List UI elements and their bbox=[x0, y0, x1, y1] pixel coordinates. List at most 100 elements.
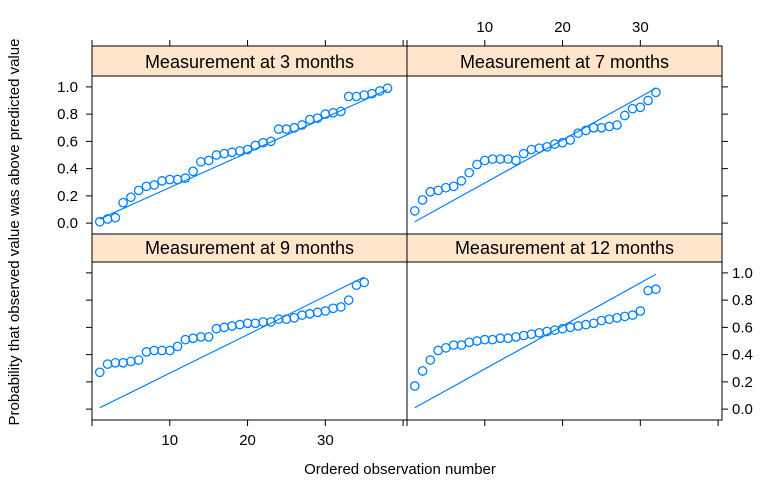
y-tick-label: 0.6 bbox=[732, 319, 753, 336]
x-tick-label: 30 bbox=[317, 432, 334, 449]
data-point bbox=[234, 319, 245, 330]
data-point bbox=[312, 113, 323, 124]
data-point bbox=[511, 155, 521, 166]
panel-title: Measurement at 12 months bbox=[455, 238, 674, 258]
data-point bbox=[188, 166, 198, 177]
reference-line bbox=[99, 276, 365, 409]
data-point bbox=[196, 156, 206, 167]
data-point bbox=[619, 110, 630, 121]
data-point bbox=[297, 120, 307, 130]
y-tick-label: 0.2 bbox=[732, 374, 753, 391]
data-point bbox=[635, 102, 646, 113]
panels-layer: Measurement at 3 months Measurement at 7 … bbox=[91, 45, 723, 421]
data-point bbox=[573, 321, 583, 331]
data-point bbox=[604, 314, 615, 325]
y-tick-label: 0.6 bbox=[57, 133, 78, 150]
y-tick-label: 0.4 bbox=[57, 161, 78, 178]
data-point bbox=[359, 90, 370, 100]
panel-strip bbox=[91, 233, 408, 263]
panel-title: Measurement at 7 months bbox=[460, 52, 669, 72]
reference-line bbox=[414, 87, 657, 223]
y-tick-label: 0.8 bbox=[57, 106, 78, 123]
data-point bbox=[409, 381, 420, 391]
data-point bbox=[612, 120, 622, 130]
reference-line bbox=[99, 89, 388, 220]
data-point bbox=[534, 143, 545, 154]
data-point bbox=[425, 186, 436, 197]
data-point bbox=[343, 295, 354, 305]
data-point bbox=[141, 181, 152, 192]
data-point bbox=[596, 315, 607, 326]
data-point bbox=[612, 312, 622, 323]
data-point bbox=[304, 308, 315, 319]
panel-2: Measurement at 9 months bbox=[91, 233, 408, 421]
data-point bbox=[219, 148, 230, 159]
data-point bbox=[188, 333, 198, 344]
panel-title: Measurement at 3 months bbox=[145, 52, 354, 72]
panel-frame bbox=[91, 261, 408, 421]
data-point bbox=[382, 83, 393, 94]
data-point bbox=[328, 303, 338, 314]
data-point bbox=[164, 345, 175, 356]
data-point bbox=[526, 144, 537, 155]
data-point bbox=[203, 332, 214, 342]
data-point bbox=[479, 155, 490, 166]
data-point bbox=[141, 347, 152, 357]
y-tick-label: 0.0 bbox=[732, 401, 753, 418]
data-point bbox=[534, 327, 545, 338]
axes-layer: 10 10 20 20 30 30 0.0 0.0 0.2 0.2 0.4 0.4 0.6 0.6 0.8 0… bbox=[57, 19, 753, 449]
data-point bbox=[472, 336, 482, 346]
data-point bbox=[149, 180, 160, 190]
data-point bbox=[172, 341, 183, 352]
data-point bbox=[417, 195, 428, 205]
panel-strip bbox=[91, 45, 408, 77]
data-point bbox=[643, 285, 653, 296]
data-point bbox=[604, 121, 615, 132]
data-point bbox=[511, 332, 521, 342]
y-axis-label: Probability that observed value was abov… bbox=[6, 39, 23, 426]
data-point bbox=[336, 302, 346, 312]
data-point bbox=[126, 192, 136, 203]
data-point bbox=[180, 334, 191, 345]
data-point bbox=[110, 212, 121, 223]
data-point bbox=[203, 155, 214, 166]
data-point bbox=[242, 144, 253, 155]
x-axis-label: Ordered observation number bbox=[304, 461, 496, 478]
data-point bbox=[133, 185, 144, 196]
x-tick-label: 10 bbox=[476, 19, 493, 36]
data-point bbox=[359, 277, 370, 288]
data-point bbox=[227, 321, 237, 331]
data-point bbox=[472, 159, 482, 170]
data-point bbox=[464, 167, 475, 178]
data-point bbox=[518, 330, 529, 341]
data-point bbox=[304, 114, 315, 125]
y-tick-label: 1.0 bbox=[57, 79, 78, 96]
data-point bbox=[425, 355, 436, 365]
data-point bbox=[409, 205, 420, 216]
panel-3: Measurement at 12 months bbox=[406, 233, 723, 421]
x-tick-label: 20 bbox=[239, 432, 256, 449]
data-point bbox=[627, 310, 638, 320]
reference-line bbox=[414, 273, 657, 409]
x-tick-label: 10 bbox=[161, 432, 178, 449]
data-point bbox=[211, 150, 222, 160]
x-tick-label: 30 bbox=[632, 19, 649, 36]
data-point bbox=[336, 106, 346, 117]
data-point bbox=[312, 307, 323, 318]
y-tick-label: 1.0 bbox=[732, 265, 753, 282]
panel-title: Measurement at 9 months bbox=[145, 238, 354, 258]
panel-0: Measurement at 3 months bbox=[91, 45, 408, 235]
data-point bbox=[619, 311, 630, 322]
data-point bbox=[651, 87, 661, 98]
data-point bbox=[234, 146, 245, 156]
data-point bbox=[518, 148, 529, 159]
data-point bbox=[565, 135, 576, 145]
data-point bbox=[126, 356, 136, 367]
data-point bbox=[651, 284, 661, 295]
data-point bbox=[456, 176, 467, 186]
data-point bbox=[94, 367, 105, 378]
panel-frame bbox=[406, 75, 723, 235]
data-point bbox=[565, 322, 576, 333]
data-point bbox=[118, 197, 128, 208]
data-point bbox=[102, 359, 113, 370]
